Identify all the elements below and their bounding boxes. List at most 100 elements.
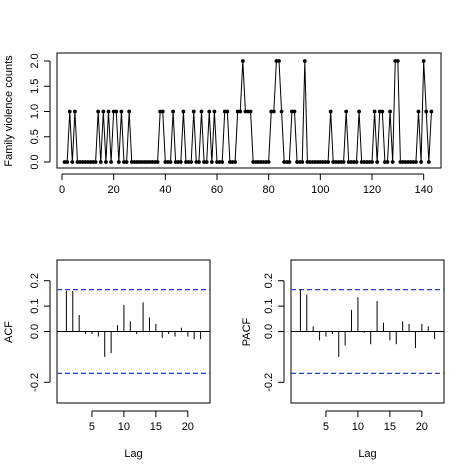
ts-point: [421, 59, 426, 63]
ts-plot-box: [56, 52, 442, 169]
ts-point: [426, 160, 431, 164]
acf-x-tick-label: 10: [118, 421, 130, 433]
ts-point: [96, 109, 101, 114]
ts-point: [416, 109, 421, 114]
ts-point: [116, 160, 121, 164]
ts-point: [380, 109, 385, 114]
acf-x-axis-label: Lag: [124, 448, 142, 460]
acf-y-tick-label: -0.2: [29, 373, 41, 392]
pacf-y-tick-label: 0.2: [263, 273, 275, 288]
ts-point: [73, 109, 77, 114]
ts-point: [155, 160, 160, 164]
ts-point: [207, 109, 212, 114]
ts-point: [287, 160, 292, 164]
acf-y-tick-label: 0.1: [29, 298, 41, 313]
ts-point: [414, 160, 418, 164]
ts-x-tick-label: 120: [363, 184, 381, 196]
ts-point: [93, 160, 98, 164]
ts-point: [419, 160, 423, 164]
ts-point: [300, 160, 305, 164]
ts-point: [326, 160, 330, 164]
pacf-x-tick-label: 10: [352, 421, 364, 433]
ts-point: [372, 109, 377, 114]
ts-point: [124, 160, 129, 164]
ts-point: [191, 109, 196, 114]
ts-point: [67, 109, 72, 114]
ts-point: [302, 59, 307, 63]
ts-point: [238, 109, 243, 114]
ts-point: [328, 109, 333, 114]
ts-point: [168, 160, 173, 164]
ts-point: [101, 109, 106, 114]
ts-y-axis-label: Family violence counts: [3, 55, 15, 167]
ts-point: [209, 160, 214, 164]
ts-point: [204, 160, 209, 164]
pacf-x-tick-label: 20: [416, 421, 428, 433]
ts-point: [395, 59, 400, 63]
ts-point: [181, 109, 186, 114]
acf-x-tick-label: 20: [182, 421, 194, 433]
ts-y-tick-label: 0.0: [29, 154, 41, 169]
acf-x-tick-label: 5: [89, 421, 95, 433]
ts-point: [385, 160, 390, 164]
ts-point: [292, 109, 297, 114]
ts-x-tick-label: 60: [211, 184, 223, 196]
ts-point: [171, 109, 175, 114]
pacf-y-tick-label: -0.2: [263, 373, 275, 392]
ts-point: [199, 109, 204, 114]
pacf-x-tick-label: 15: [384, 421, 396, 433]
ts-point: [266, 160, 271, 164]
ts-point: [424, 109, 429, 114]
ts-point: [233, 160, 237, 164]
pacf-x-tick-label: 5: [323, 421, 329, 433]
ts-point: [390, 160, 395, 164]
ts-point: [220, 160, 225, 164]
ts-point: [370, 160, 374, 164]
acf-bars: [65, 290, 202, 357]
ts-x-tick-label: 80: [263, 184, 275, 196]
ts-y-tick-label: 2.0: [29, 53, 41, 68]
ts-y-tick-label: 1.5: [29, 79, 41, 94]
ts-point: [212, 109, 217, 114]
ts-point: [189, 160, 194, 164]
ts-point: [388, 109, 392, 114]
ts-point: [375, 160, 380, 164]
ts-point: [279, 109, 284, 114]
ts-point: [341, 160, 346, 164]
ts-x-tick-label: 20: [108, 184, 120, 196]
ts-x-tick-label: 0: [59, 184, 65, 196]
ts-point: [160, 109, 165, 114]
ts-point: [277, 59, 281, 63]
ts-point: [344, 109, 349, 114]
ts-x-tick-label: 100: [311, 184, 329, 196]
ts-point: [114, 109, 119, 114]
ts-point: [271, 109, 276, 114]
ts-point: [127, 109, 132, 114]
ts-point: [98, 160, 103, 164]
ts-y-tick-label: 1.0: [29, 104, 41, 119]
ts-point: [70, 160, 75, 164]
acf-y-axis-label: ACF: [3, 321, 15, 343]
ts-y-tick-label: 0.5: [29, 129, 41, 144]
acf-x-tick-label: 15: [150, 421, 162, 433]
ts-point: [248, 109, 253, 114]
ts-point: [104, 160, 108, 164]
pacf-y-tick-label: 0.0: [263, 324, 275, 339]
ts-x-tick-label: 40: [159, 184, 171, 196]
ts-point: [119, 109, 124, 114]
ts-point: [354, 160, 359, 164]
ts-point: [178, 160, 183, 164]
ts-point: [109, 160, 113, 164]
pacf-x-axis-label: Lag: [358, 448, 376, 460]
ts-x-tick-label: 140: [414, 184, 432, 196]
ts-point: [240, 59, 245, 63]
pacf-bars: [299, 289, 436, 357]
ts-point: [225, 109, 230, 114]
pacf-y-axis-label: PACF: [241, 317, 253, 346]
acf-y-tick-label: 0.0: [29, 324, 41, 339]
ts-point: [197, 160, 201, 164]
ts-point: [429, 109, 434, 114]
acf-y-tick-label: 0.2: [29, 273, 41, 288]
ts-point: [106, 109, 111, 114]
